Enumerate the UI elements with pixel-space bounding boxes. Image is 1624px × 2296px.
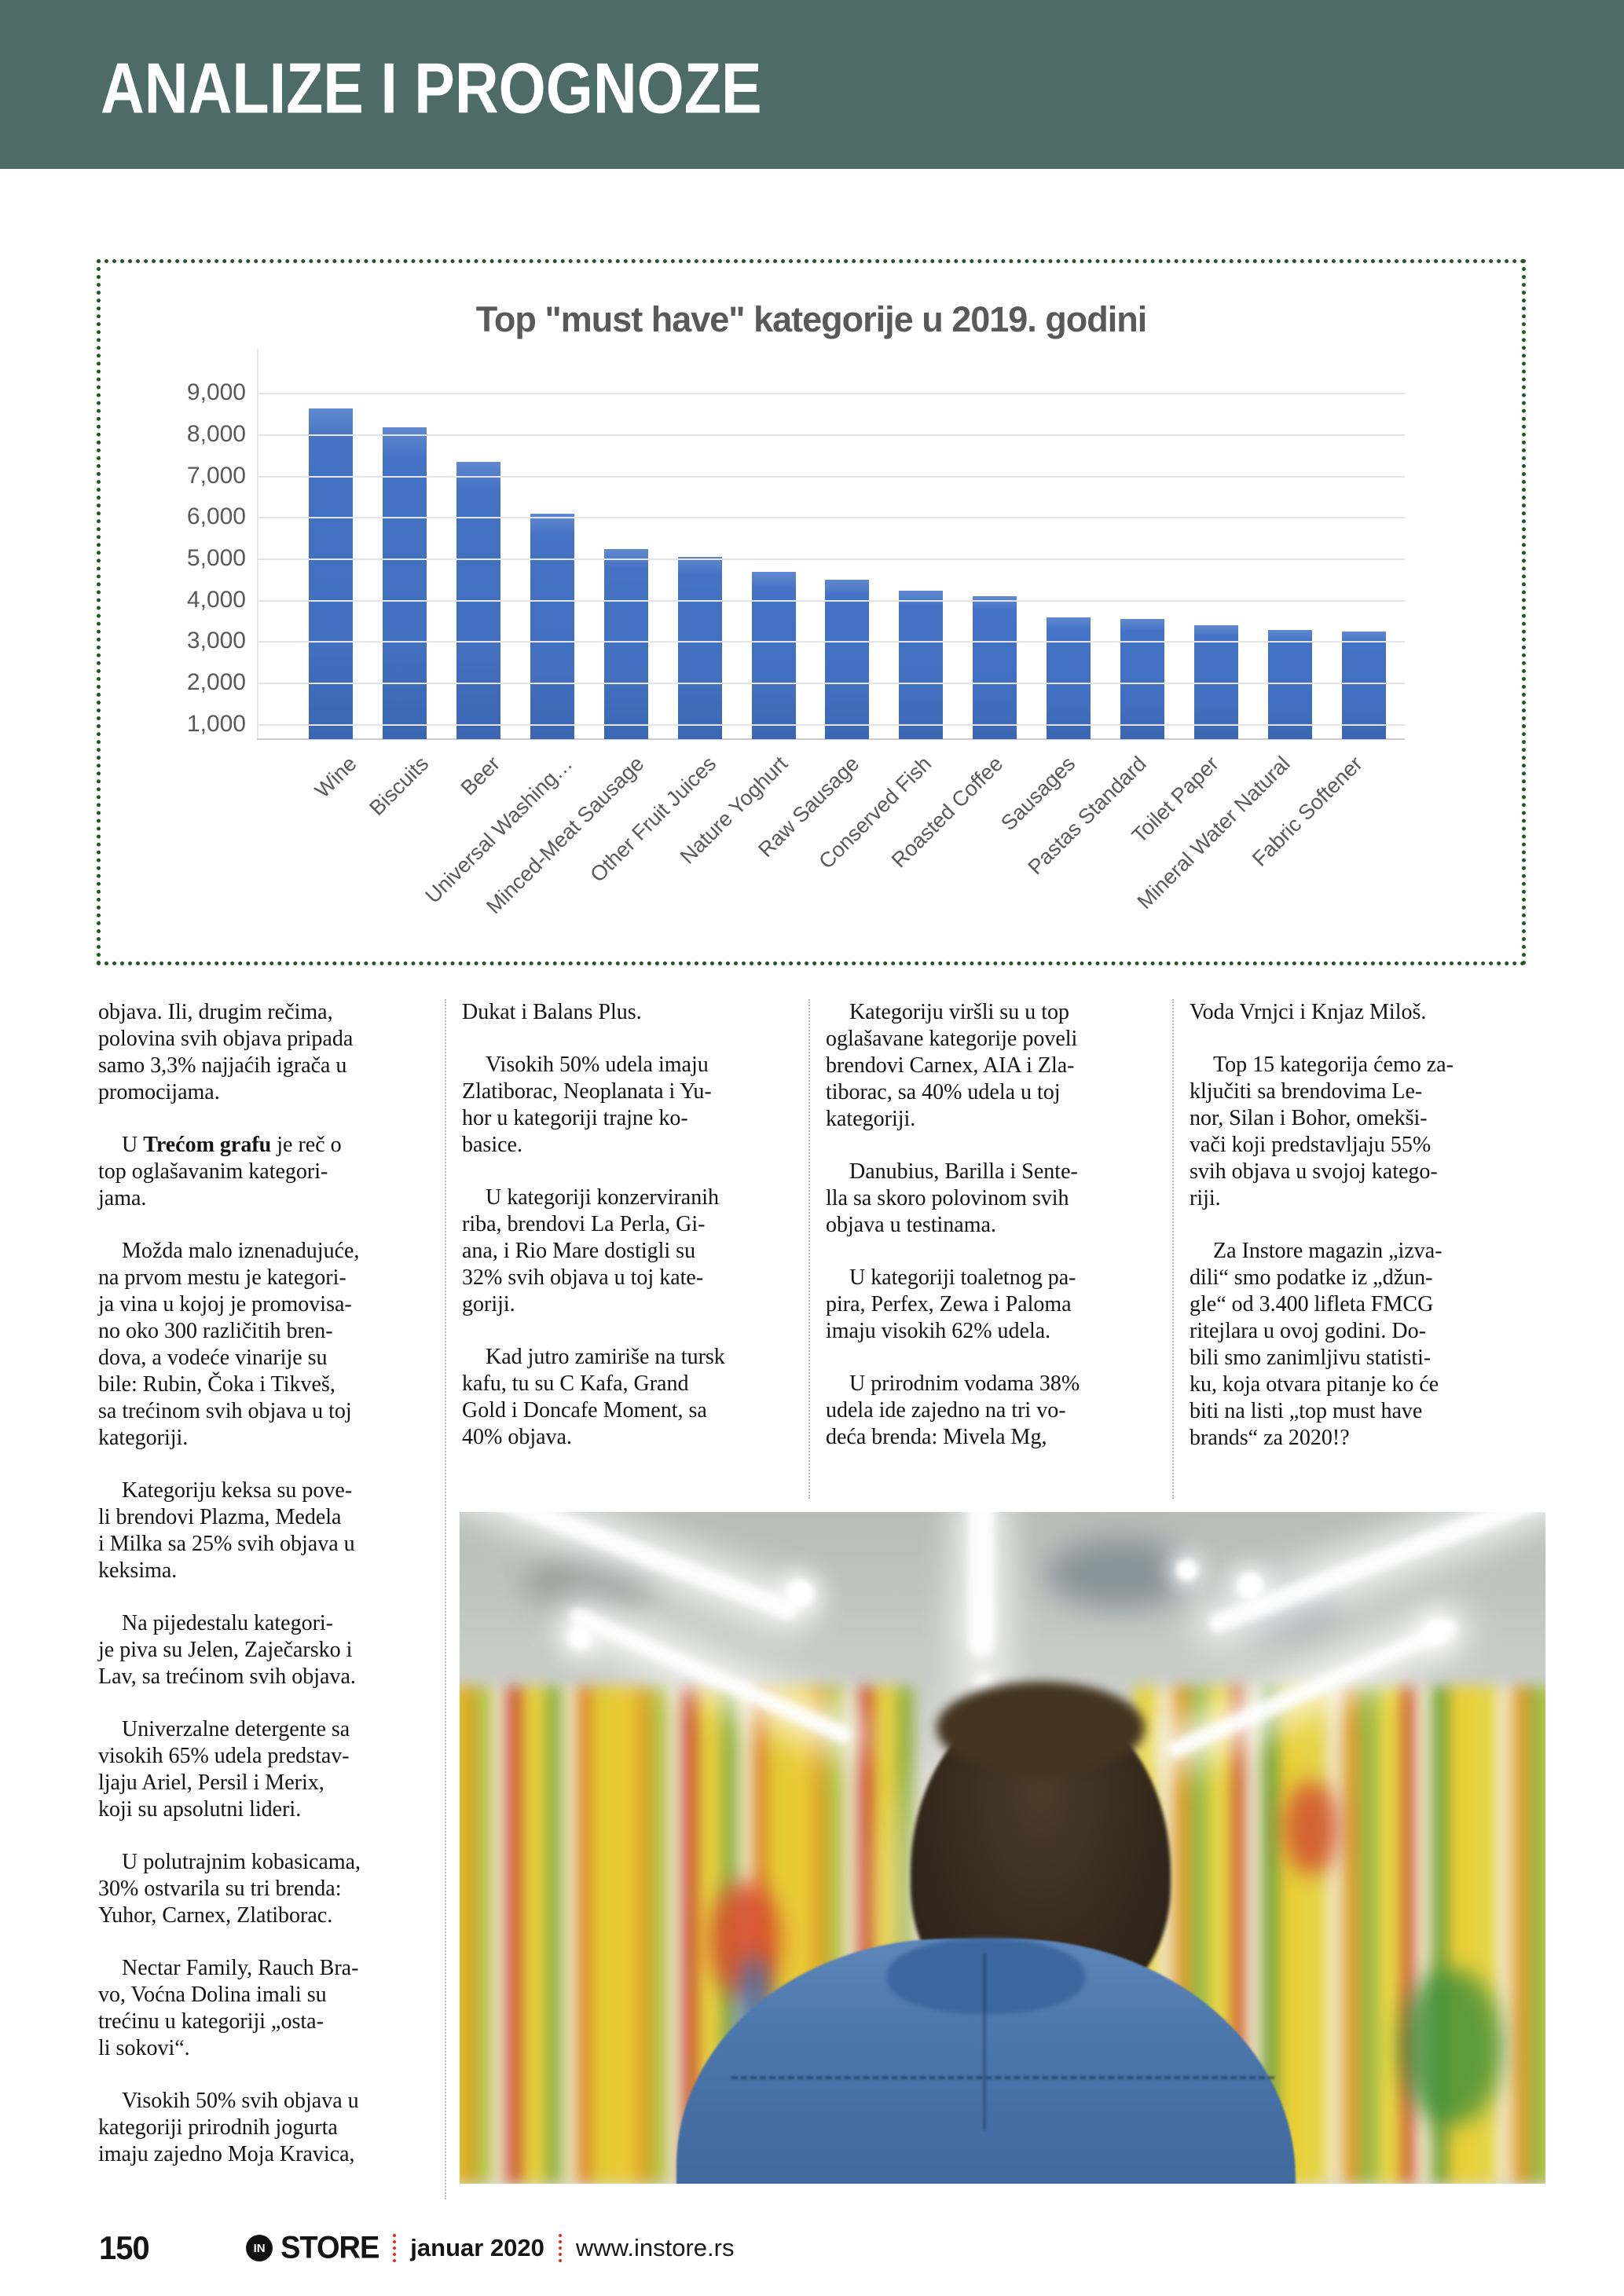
bar	[825, 580, 870, 739]
y-axis-tick-label: 6,000	[186, 504, 246, 530]
footer-issue: januar 2020	[410, 2234, 544, 2261]
paragraph: Dukat i Balans Plus.	[462, 1000, 642, 1024]
paragraph: Top 15 kategorija ćemo za- ključiti sa b…	[1190, 1053, 1454, 1210]
bar	[973, 596, 1017, 739]
column-divider-2	[808, 999, 810, 1499]
gridline	[257, 723, 1405, 726]
x-axis-category-label: Biscuits	[365, 752, 434, 820]
paragraph: U kategoriji toaletnog pa- pira, Perfex,…	[826, 1265, 1076, 1343]
bar	[1267, 629, 1312, 739]
gridline	[257, 599, 1405, 602]
bar	[677, 557, 722, 739]
y-axis-tick-label: 9,000	[186, 379, 246, 406]
y-axis-tick-label: 5,000	[186, 545, 246, 572]
paragraph: Kad jutro zamiriše na tursk kafu, tu su …	[462, 1345, 725, 1449]
text-column-3: Kategoriju viršli su u top oglašavane ka…	[826, 999, 1167, 1451]
header-band: ANALIZE I PROGNOZE	[0, 0, 1624, 169]
gridline	[257, 475, 1405, 478]
paragraph: Visokih 50% udela imaju Zlatiborac, Neop…	[462, 1053, 712, 1157]
y-axis-tick-label: 7,000	[186, 462, 246, 489]
gridline	[257, 682, 1405, 684]
column-divider-3	[1172, 999, 1174, 1499]
photo-product-blob	[1284, 1781, 1340, 1875]
bar	[1194, 625, 1239, 739]
gridline	[257, 641, 1405, 643]
x-axis-line	[257, 738, 1405, 740]
store-logo-text: STORE	[280, 2230, 379, 2265]
y-axis-tick-label: 2,000	[186, 668, 246, 695]
column-divider-1	[445, 999, 446, 2199]
bar	[530, 514, 574, 739]
bar	[1341, 632, 1386, 739]
bar	[899, 590, 944, 739]
text-column-4: Voda Vrnjci i Knjaz Miloš. Top 15 kategor…	[1190, 999, 1531, 1452]
shirt-stitch-line	[731, 2076, 1274, 2080]
photo-spot-light	[1176, 1558, 1199, 1581]
photo-ceiling-light	[967, 1512, 995, 1657]
bar	[603, 548, 648, 739]
bar	[1120, 619, 1165, 739]
page-number: 150	[99, 2229, 150, 2266]
paragraph: Nectar Family, Rauch Bra- vo, Voćna Doli…	[98, 1956, 359, 2060]
y-axis-tick-label: 4,000	[186, 586, 246, 613]
footer-divider	[393, 2234, 397, 2262]
gridline	[257, 434, 1405, 437]
text-run: je reč o top oglašavanim kategori- jama.	[98, 1133, 342, 1210]
chart-title: Top "must have" kategorije u 2019. godin…	[475, 299, 1148, 339]
footer: 150 IN STORE januar 2020 www.instore.rs	[99, 2229, 734, 2267]
paragraph: U kategoriji konzerviranih riba, brendov…	[462, 1185, 720, 1316]
paragraph: Univerzalne detergente sa visokih 65% ud…	[98, 1717, 350, 1822]
text-column-2: Dukat i Balans Plus. Visokih 50% udela im…	[462, 999, 803, 1451]
paragraph: objava. Ili, drugim rečima, polovina svi…	[98, 1000, 354, 1104]
x-axis-category-label: Beer	[456, 752, 505, 800]
paragraph: U Trećom grafu je reč o top oglašavanim …	[98, 1132, 439, 1212]
gridline	[257, 558, 1405, 561]
photo-spot-light	[1424, 1619, 1448, 1643]
y-axis-tick-label: 3,000	[186, 628, 246, 654]
paragraph: Voda Vrnjci i Knjaz Miloš.	[1190, 1000, 1427, 1024]
gridline	[257, 393, 1405, 395]
paragraph: Kategoriju viršli su u top oglašavane ka…	[826, 1000, 1078, 1131]
chart-panel: Top "must have" kategorije u 2019. godin…	[97, 259, 1526, 965]
paragraph: Na pijedestalu kategori- je piva su Jele…	[98, 1611, 356, 1689]
paragraph: Kategoriju keksa su pove- li brendovi Pl…	[98, 1478, 355, 1583]
x-axis-category-label: Other Fruit Juices	[585, 752, 720, 887]
bar	[309, 408, 353, 739]
bold-text: Trećom grafu	[143, 1133, 272, 1157]
photo-product-blob	[1399, 1968, 1502, 2126]
photo-spot-light	[1236, 1572, 1263, 1599]
page-title: ANALIZE I PROGNOZE	[101, 48, 762, 128]
paragraph: U polutrajnim kobasicama, 30% ostvarila …	[98, 1850, 361, 1928]
paragraph: Možda malo iznenadujuće, na prvom mestu …	[98, 1239, 360, 1450]
y-axis-tick-label: 1,000	[186, 710, 246, 737]
instore-logo-icon: IN	[246, 2235, 273, 2261]
bar	[382, 427, 427, 739]
bars-group	[309, 364, 1386, 739]
photo-spot-light	[785, 1579, 814, 1608]
paragraph: Danubius, Barilla i Sente- lla sa skoro …	[826, 1159, 1078, 1237]
footer-website: www.instore.rs	[575, 2234, 735, 2261]
paragraph: Za Instore magazin „izva- dili“ smo poda…	[1190, 1239, 1443, 1450]
footer-divider	[558, 2234, 562, 2262]
paragraph: U prirodnim vodama 38% udela ide zajedno…	[826, 1371, 1080, 1449]
plot-area: 1,000 2,000 3,000 4,000 5,000 6,000 7,000 8,000…	[187, 348, 1405, 918]
bar	[751, 571, 796, 739]
x-axis-category-label: Wine	[310, 752, 361, 803]
paragraph: Visokih 50% svih objava u kategoriji pri…	[98, 2089, 359, 2166]
photo-spot-light	[568, 1626, 592, 1650]
supermarket-photo	[460, 1512, 1545, 2184]
text-run: U	[122, 1133, 144, 1157]
bar	[1047, 617, 1091, 739]
y-axis-tick-label: 8,000	[186, 421, 246, 448]
gridline	[257, 517, 1405, 519]
photo-ceiling-detail	[1046, 1539, 1196, 1610]
y-axis-line	[257, 348, 258, 739]
text-column-1: objava. Ili, drugim rečima, polovina svi…	[98, 999, 439, 2168]
